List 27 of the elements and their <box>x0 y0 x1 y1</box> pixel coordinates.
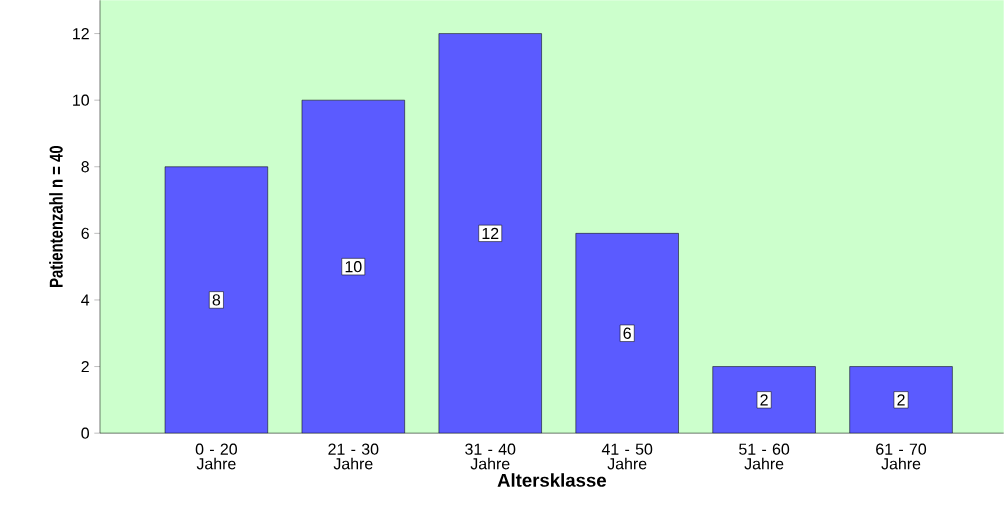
y-tick-label: 4 <box>81 294 90 306</box>
x-axis-title: Altersklasse <box>497 473 606 487</box>
y-tick-label: 6 <box>81 227 89 239</box>
bar <box>438 33 542 434</box>
data-label: 6 <box>623 327 631 339</box>
bar <box>165 166 268 434</box>
bar <box>849 366 953 434</box>
data-label: 8 <box>212 294 221 306</box>
data-label: 10 <box>345 260 362 273</box>
y-tick-label: 2 <box>81 360 89 373</box>
x-tick-label: 21 - 30 Jahre <box>328 443 379 470</box>
bar <box>575 233 679 434</box>
x-tick-label: 51 - 60 Jahre <box>739 443 790 470</box>
y-tick-label: 8 <box>81 161 89 173</box>
data-label: 12 <box>482 227 499 239</box>
bar <box>301 100 405 434</box>
y-tick-label: 10 <box>73 94 90 106</box>
y-axis-title: Patientenzahl n = 40 <box>49 145 63 287</box>
data-label: 2 <box>897 394 905 406</box>
x-tick-label: 41 - 50 Jahre <box>601 443 653 470</box>
data-label: 2 <box>760 394 768 406</box>
x-tick-label: 31 - 40 Jahre <box>465 443 516 470</box>
bar <box>712 366 816 434</box>
y-tick-label: 0 <box>81 427 90 439</box>
x-tick-label: 61 - 70 Jahre <box>876 443 927 470</box>
y-tick-label: 12 <box>73 27 89 40</box>
x-tick-label: 0 - 20 Jahre <box>195 443 238 470</box>
